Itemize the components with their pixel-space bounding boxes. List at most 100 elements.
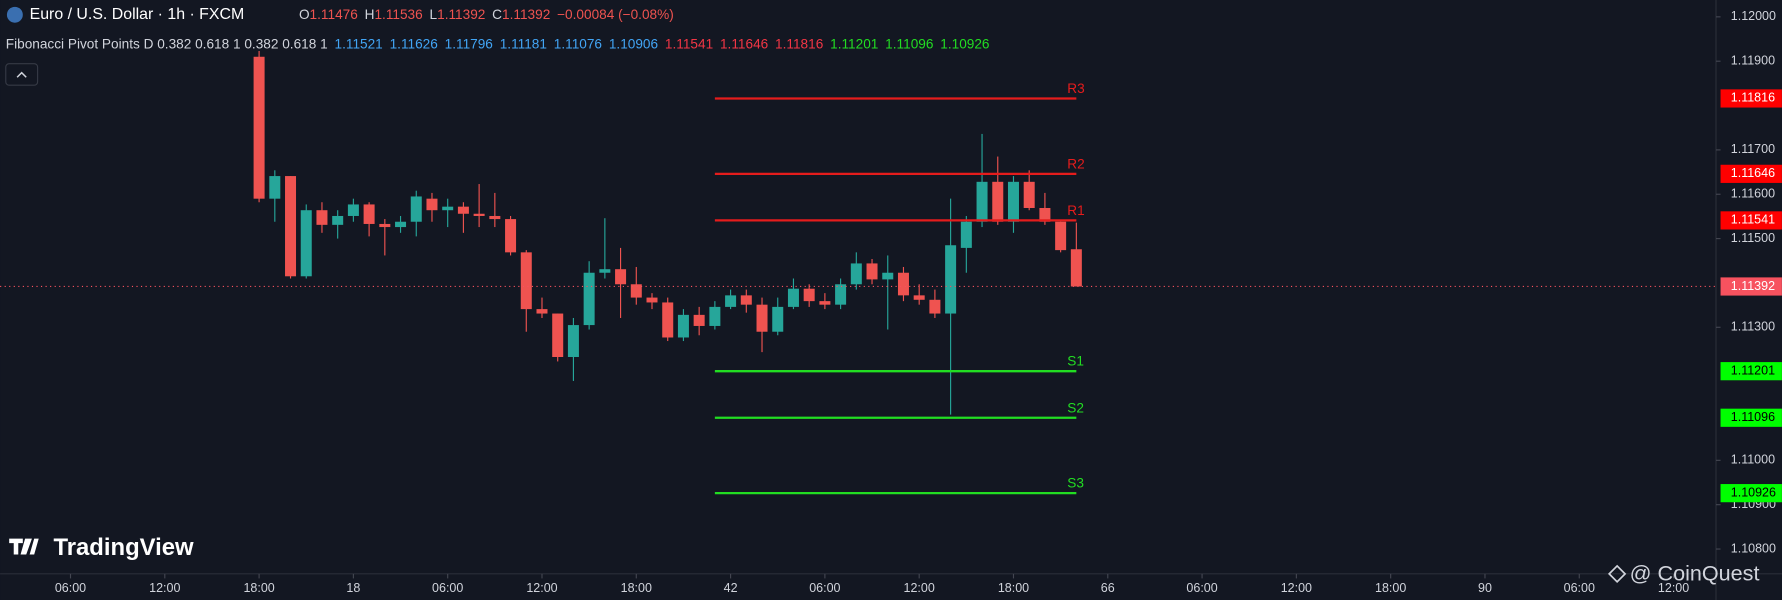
candle-body	[615, 269, 627, 285]
o-label: O	[299, 6, 310, 21]
x-tick-label: 06:00	[1186, 581, 1217, 595]
candle-body	[536, 309, 548, 314]
price-tag	[1720, 211, 1782, 230]
price-tag	[1720, 408, 1782, 427]
ohlc: O1.11476 H1.11536 L1.11392 C1.11392 −0.00084…	[299, 6, 674, 21]
last-price-label: 1.11392	[1731, 279, 1775, 293]
x-tick-label: 18:00	[1375, 581, 1406, 595]
candle-body	[992, 181, 1004, 222]
x-tick-label: 12:00	[1281, 581, 1312, 595]
x-tick-label: 12:00	[904, 581, 935, 595]
indicator-value: 1.11816	[775, 36, 823, 51]
candle-body	[269, 176, 281, 199]
y-tick-label: 1.11000	[1731, 453, 1775, 467]
l-label: L	[430, 6, 438, 21]
price-tag-label: 1.11096	[1731, 410, 1775, 424]
price-tag	[1720, 89, 1782, 108]
candle-body	[599, 269, 611, 273]
x-tick-label: 12:00	[149, 581, 180, 595]
candle-body	[1023, 181, 1035, 208]
price-tag-label: 1.10926	[1731, 485, 1776, 499]
price-tag-label: 1.11201	[1731, 363, 1775, 377]
last-price-tag	[1720, 277, 1782, 296]
pivot-label: R2	[1067, 156, 1084, 171]
indicator-value: 1.11201	[830, 36, 878, 51]
candle-body	[442, 206, 454, 211]
tv-logo: TradingView	[54, 534, 195, 561]
x-tick-label: 06:00	[809, 581, 840, 595]
candle-body	[850, 263, 862, 285]
indicator-value: 1.10926	[940, 36, 989, 51]
candle-body	[740, 295, 752, 305]
candle-body	[787, 288, 799, 307]
candle-body	[677, 314, 689, 338]
indicator-value: 1.11646	[720, 36, 768, 51]
candle-body	[520, 252, 532, 310]
x-tick-label: 18:00	[998, 581, 1029, 595]
candle-body	[473, 213, 485, 216]
candle-body	[285, 176, 297, 277]
candle-body	[363, 204, 375, 224]
candle-body	[960, 221, 972, 248]
price-tag	[1720, 362, 1782, 381]
candle-body	[332, 215, 344, 225]
candle-body	[882, 272, 894, 280]
indicator-value: 1.10906	[609, 36, 658, 51]
candle-body	[379, 223, 391, 228]
x-tick-label: 42	[724, 581, 738, 595]
candle-body	[505, 219, 517, 253]
candle-body	[426, 198, 438, 211]
candle-body	[1007, 181, 1019, 222]
pivot-label: R1	[1067, 203, 1084, 218]
y-tick-label: 1.11300	[1731, 320, 1775, 334]
credit: @ CoinQuest	[1630, 561, 1760, 586]
open: 1.11476	[310, 6, 358, 21]
candle-body	[1070, 249, 1082, 287]
x-tick-label: 06:00	[432, 581, 463, 595]
candle-body	[945, 245, 957, 314]
candle-body	[552, 313, 564, 358]
indicator-value: 1.11626	[390, 36, 438, 51]
candle-body	[410, 196, 422, 222]
candle-body	[1039, 207, 1051, 222]
x-tick-label: 18:00	[243, 581, 274, 595]
indicator-value: 1.11181	[500, 36, 547, 51]
y-tick-label: 1.11700	[1731, 142, 1775, 156]
pivot-label: S2	[1067, 400, 1084, 415]
indicator-value: 1.11796	[445, 36, 493, 51]
y-tick-label: 1.11500	[1731, 231, 1775, 245]
y-tick-label: 1.10800	[1731, 541, 1776, 555]
candle-body	[583, 272, 595, 326]
collapse-button[interactable]	[5, 63, 39, 86]
candle-body	[1055, 221, 1067, 251]
price-tag-label: 1.11816	[1731, 91, 1775, 105]
collapse-icon	[16, 71, 27, 78]
candle-body	[300, 210, 312, 277]
pivot-label: S1	[1067, 354, 1084, 369]
x-tick-label: 18	[346, 581, 360, 595]
indicator-value: 1.11076	[554, 36, 602, 51]
c-label: C	[492, 6, 502, 21]
candle-body	[835, 284, 847, 305]
candle-body	[489, 215, 501, 220]
x-tick-label: 06:00	[1564, 581, 1595, 595]
candle-body	[897, 272, 909, 296]
x-tick-label: 12:00	[1658, 581, 1689, 595]
pivot-label: R3	[1067, 81, 1084, 96]
symbol: Euro / U.S. Dollar · 1h · FXCM	[30, 6, 245, 23]
candle-body	[772, 306, 784, 332]
candle-body	[630, 284, 642, 298]
indicator-name: Fibonacci Pivot Points D 0.382 0.618 1 0…	[6, 36, 328, 51]
price-tag-label: 1.11541	[1731, 213, 1775, 227]
candle-body	[819, 301, 831, 305]
candle-body	[395, 221, 407, 228]
h-label: H	[365, 6, 375, 21]
high: 1.11536	[374, 6, 422, 21]
candle-body	[457, 206, 469, 214]
indicator-value: 1.11521	[335, 36, 383, 51]
low: 1.11392	[437, 6, 485, 21]
x-tick-label: 12:00	[526, 581, 557, 595]
